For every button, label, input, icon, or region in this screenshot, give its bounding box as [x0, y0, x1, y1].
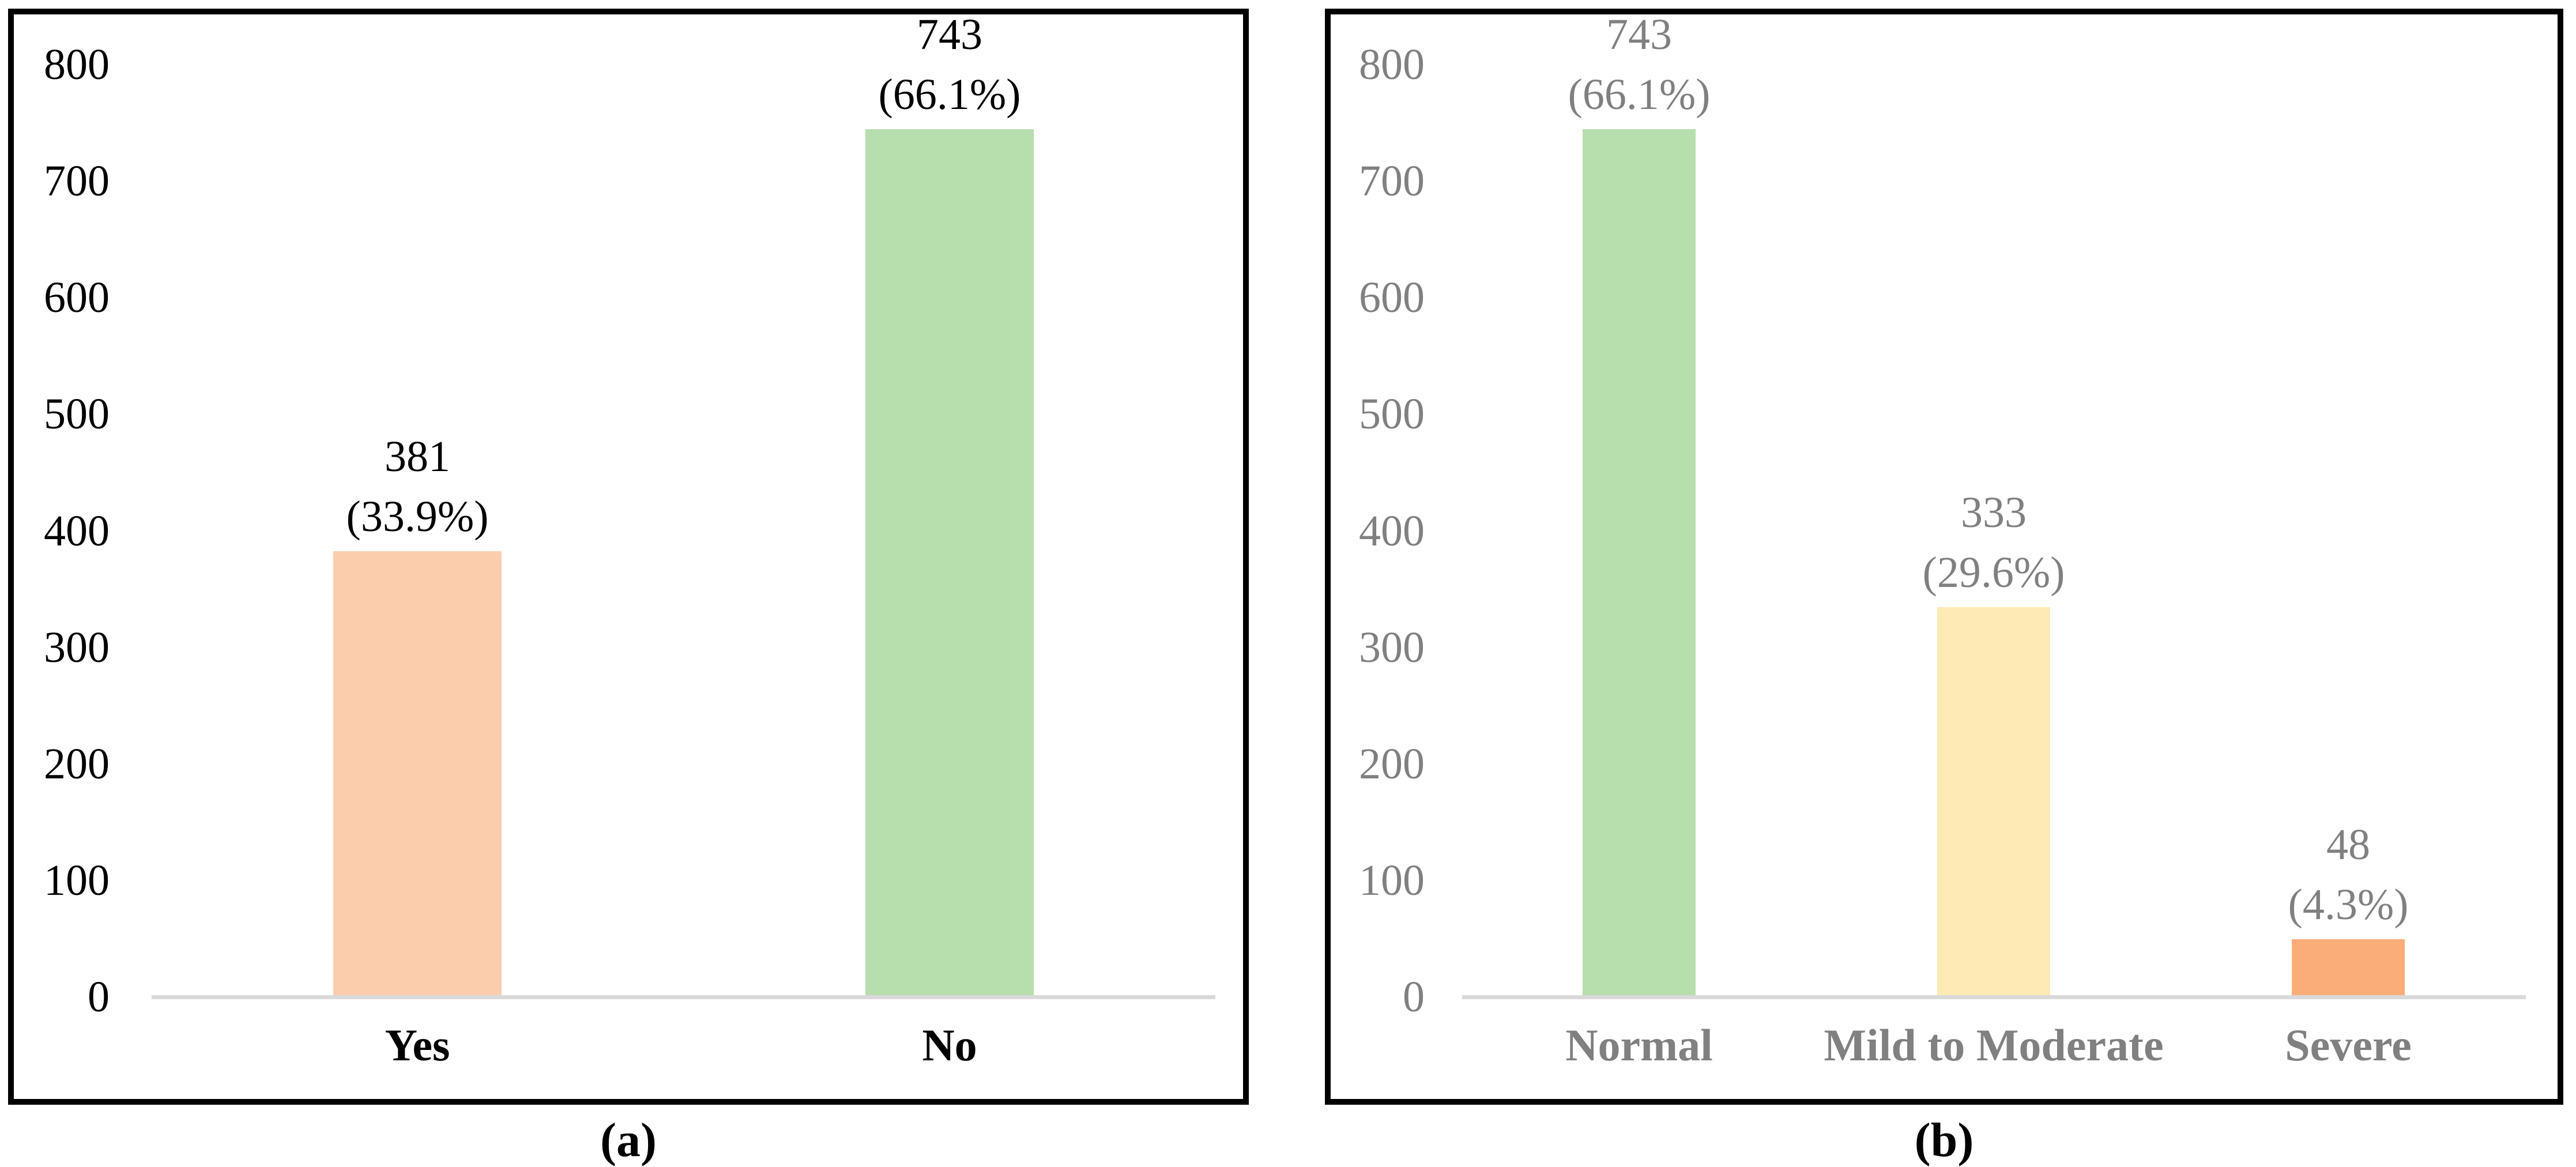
bar-pct-label: (66.1%)	[878, 70, 1021, 119]
y-tick-label-600: 600	[1359, 273, 1425, 322]
y-tick-label-400: 400	[1359, 506, 1425, 555]
y-tick-label-800: 800	[1359, 40, 1425, 89]
bar-value-label: 381	[385, 432, 450, 481]
y-tick-label-400: 400	[44, 506, 110, 555]
bar-data-label-mild-to-moderate: 333 (29.6%)	[1792, 483, 2195, 603]
bar-yes	[333, 551, 502, 995]
y-tick-label-200: 200	[1359, 739, 1425, 788]
bar-value-label: 743	[917, 10, 982, 59]
x-category-label-severe: Severe	[2285, 1020, 2412, 1070]
y-tick-label-700: 700	[1359, 157, 1425, 206]
bar-severe	[2292, 939, 2405, 995]
bar-data-label-yes: 381 (33.9%)	[216, 427, 619, 547]
bar-value-label: 48	[2326, 820, 2370, 869]
x-axis-line	[1462, 995, 2526, 999]
bar-normal	[1583, 129, 1696, 995]
y-tick-label-700: 700	[44, 157, 110, 206]
y-tick-label-100: 100	[1359, 856, 1425, 905]
bar-pct-label: (66.1%)	[1568, 70, 1711, 119]
bar-data-label-severe: 48 (4.3%)	[2146, 815, 2550, 935]
y-tick-label-500: 500	[44, 390, 110, 439]
bar-data-label-no: 743 (66.1%)	[748, 5, 1151, 125]
y-tick-label-200: 200	[44, 739, 110, 788]
y-tick-label-100: 100	[44, 856, 110, 905]
caption-a: (a)	[600, 1113, 657, 1167]
x-category-label-normal: Normal	[1565, 1020, 1713, 1070]
y-tick-label-600: 600	[44, 273, 110, 322]
bar-data-label-normal: 743 (66.1%)	[1437, 5, 1841, 125]
x-category-label-yes: Yes	[385, 1020, 450, 1070]
y-tick-label-800: 800	[44, 40, 110, 89]
x-category-label-no: No	[922, 1020, 977, 1070]
y-tick-label-0: 0	[1403, 973, 1425, 1021]
y-tick-label-300: 300	[44, 623, 110, 672]
bar-pct-label: (29.6%)	[1922, 548, 2065, 597]
bar-mild-to-moderate	[1937, 607, 2050, 995]
bar-value-label: 743	[1606, 10, 1672, 59]
y-tick-label-500: 500	[1359, 390, 1425, 439]
x-axis-line	[152, 995, 1215, 999]
bar-pct-label: (4.3%)	[2288, 880, 2409, 929]
panel-a: 800 700 600 500 400 300 200 100 0 381 (33.9%) Yes 74…	[8, 9, 1249, 1105]
bar-no	[865, 129, 1034, 995]
x-category-label-mild-to-moderate: Mild to Moderate	[1824, 1020, 2164, 1070]
y-tick-label-0: 0	[88, 973, 110, 1021]
bar-pct-label: (33.9%)	[346, 492, 489, 541]
bar-value-label: 333	[1961, 488, 2027, 537]
caption-b: (b)	[1914, 1113, 1974, 1167]
panel-b: 800 700 600 500 400 300 200 100 0 743 (66.1%) Norma…	[1325, 9, 2563, 1105]
y-tick-label-300: 300	[1359, 623, 1425, 672]
